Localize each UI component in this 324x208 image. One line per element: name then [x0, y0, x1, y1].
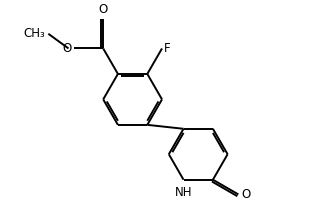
Text: O: O	[62, 42, 72, 55]
Text: NH: NH	[175, 186, 192, 199]
Text: F: F	[164, 42, 170, 55]
Text: O: O	[241, 188, 250, 201]
Text: O: O	[98, 2, 108, 16]
Text: CH₃: CH₃	[24, 27, 45, 40]
